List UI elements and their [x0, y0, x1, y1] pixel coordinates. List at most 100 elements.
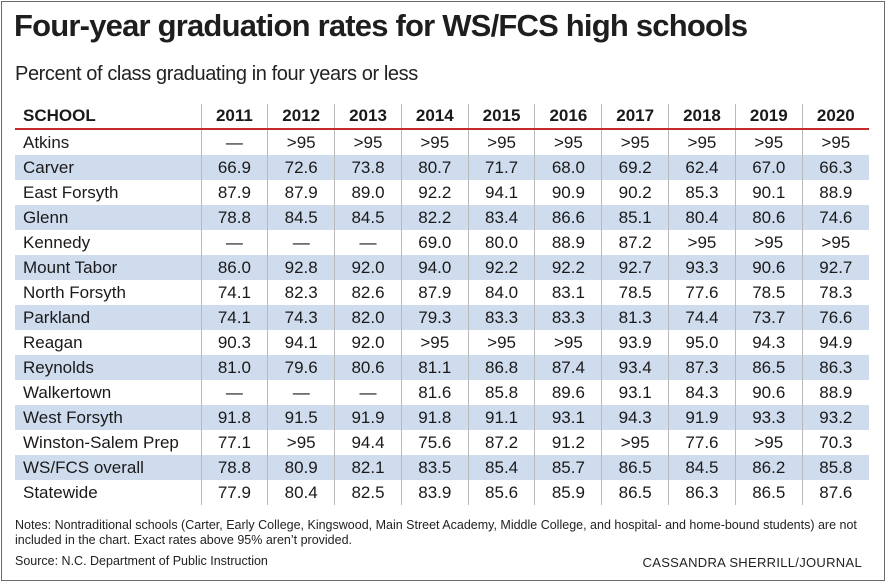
column-header-year: 2011 [200, 104, 268, 130]
rate-cell: 83.4 [467, 205, 535, 230]
rate-cell: 74.4 [668, 305, 736, 330]
rate-cell: 87.9 [200, 180, 268, 205]
rate-cell: 86.0 [200, 255, 268, 280]
school-name-cell: East Forsyth [23, 182, 119, 202]
column-header-year: 2020 [801, 104, 869, 130]
rate-cell: 79.3 [400, 305, 469, 330]
rate-cell: 73.7 [734, 305, 803, 330]
rate-cell: 70.3 [801, 430, 869, 455]
rate-cell: 80.6 [734, 205, 803, 230]
rate-cell: 79.6 [267, 355, 335, 380]
rate-cell: 93.4 [601, 355, 669, 380]
rate-cell: — [200, 129, 268, 155]
rate-cell: 92.0 [334, 255, 402, 280]
rate-cell: 73.8 [334, 155, 402, 180]
rate-cell: 93.1 [601, 380, 669, 405]
rate-cell: 88.9 [801, 180, 869, 205]
rate-cell: 74.6 [801, 205, 869, 230]
rate-cell: >95 [267, 430, 335, 455]
credit-text: CASSANDRA SHERRILL/JOURNAL [642, 555, 862, 570]
rate-cell: 80.6 [334, 355, 402, 380]
column-header-year: 2018 [668, 104, 736, 130]
column-header-year: 2019 [734, 104, 803, 130]
rate-cell: 92.8 [267, 255, 335, 280]
rate-cell: 90.3 [200, 330, 268, 355]
rate-cell: — [334, 230, 402, 255]
table-row: Glenn 78.8 84.5 84.5 82.2 83.4 86.6 85.1 80.4 80.… [15, 205, 869, 230]
rate-cell: 94.3 [734, 330, 803, 355]
rate-cell: 92.2 [400, 180, 469, 205]
column-header-year: 2012 [267, 104, 335, 130]
rate-cell: 80.9 [267, 455, 335, 480]
rate-cell: 87.2 [601, 230, 669, 255]
rate-cell: 66.3 [801, 155, 869, 180]
school-name-cell: Glenn [15, 205, 201, 230]
school-name-cell: Parkland [15, 305, 201, 330]
rate-cell: 91.9 [668, 405, 736, 430]
rate-cell: 92.2 [467, 255, 535, 280]
rate-cell: 85.1 [601, 205, 669, 230]
rate-cell: 85.3 [668, 180, 736, 205]
rate-cell: 91.2 [534, 430, 602, 455]
rate-cell: 84.5 [668, 455, 736, 480]
table-row: Walkertown — — —81.6 85.8 89.6 93.1 84.3 90.6 88.… [15, 380, 869, 405]
table-body: Atkins — >95 >95 >95 >95 >95 >95 >95 >95 >95 Carver… [15, 129, 869, 505]
table-row: WS/FCS overall 78.8 80.9 82.1 83.5 85.4 85.7 86… [15, 455, 869, 480]
column-header-year: 2016 [534, 104, 602, 130]
rate-cell: 91.8 [200, 405, 268, 430]
rate-cell: 78.8 [200, 205, 268, 230]
rate-cell: 92.2 [534, 255, 602, 280]
rate-cell: 92.0 [334, 330, 402, 355]
rate-cell: 75.6 [400, 430, 469, 455]
column-header-year: 2017 [601, 104, 669, 130]
rate-cell: 92.7 [601, 255, 669, 280]
rate-cell: 84.3 [668, 380, 736, 405]
rate-cell: 82.1 [334, 455, 402, 480]
rate-cell: 85.8 [467, 380, 535, 405]
rate-cell: 90.9 [534, 180, 602, 205]
rate-cell: 86.2 [734, 455, 803, 480]
rate-cell: 83.3 [534, 305, 602, 330]
rate-cell: 91.5 [267, 405, 335, 430]
rate-cell: 81.3 [601, 305, 669, 330]
rate-cell: 74.1 [200, 305, 268, 330]
rate-cell: 89.6 [534, 380, 602, 405]
rate-cell: 93.9 [601, 330, 669, 355]
rate-cell: — [267, 380, 335, 405]
rate-cell: >95 [801, 230, 869, 255]
column-header-school: SCHOOL [15, 104, 201, 130]
rate-cell: >95 [467, 129, 535, 155]
rate-cell: >95 [400, 330, 469, 355]
rate-cell: 85.8 [801, 455, 869, 480]
rate-cell: 68.0 [534, 155, 602, 180]
school-name-cell: Kennedy [23, 232, 91, 252]
table-row: Reynolds 81.0 79.6 80.6 81.1 86.8 87.4 93.4 87.3… [15, 355, 869, 380]
notes-text: Notes: Nontraditional schools (Carter, E… [15, 518, 857, 547]
rate-cell: 82.3 [267, 280, 335, 305]
rate-cell: >95 [534, 129, 602, 155]
rate-cell: 84.5 [334, 205, 402, 230]
school-name-cell: Reagan [23, 332, 83, 352]
rate-cell: 80.4 [668, 205, 736, 230]
rate-cell: 74.3 [267, 305, 335, 330]
column-header-year: 2013 [334, 104, 402, 130]
school-name-cell: WS/FCS overall [15, 455, 201, 480]
rate-cell: 91.1 [467, 405, 535, 430]
rate-cell: 82.6 [334, 280, 402, 305]
school-name-cell: Walkertown [23, 382, 112, 402]
rate-cell: >95 [801, 129, 869, 155]
rate-cell: 93.3 [668, 255, 736, 280]
school-name-cell: Winston-Salem Prep [23, 432, 179, 452]
rate-cell: 90.6 [734, 380, 803, 405]
rate-cell: 94.0 [400, 255, 469, 280]
rate-cell: 94.9 [801, 330, 869, 355]
rate-cell: 86.8 [467, 355, 535, 380]
rate-cell: 94.4 [334, 430, 402, 455]
rate-cell: 74.1 [200, 280, 268, 305]
rate-cell: 66.9 [200, 155, 268, 180]
rate-cell: 72.6 [267, 155, 335, 180]
rate-cell: 77.6 [668, 280, 736, 305]
rate-cell: — [267, 230, 335, 255]
rate-cell: 86.5 [601, 480, 669, 505]
